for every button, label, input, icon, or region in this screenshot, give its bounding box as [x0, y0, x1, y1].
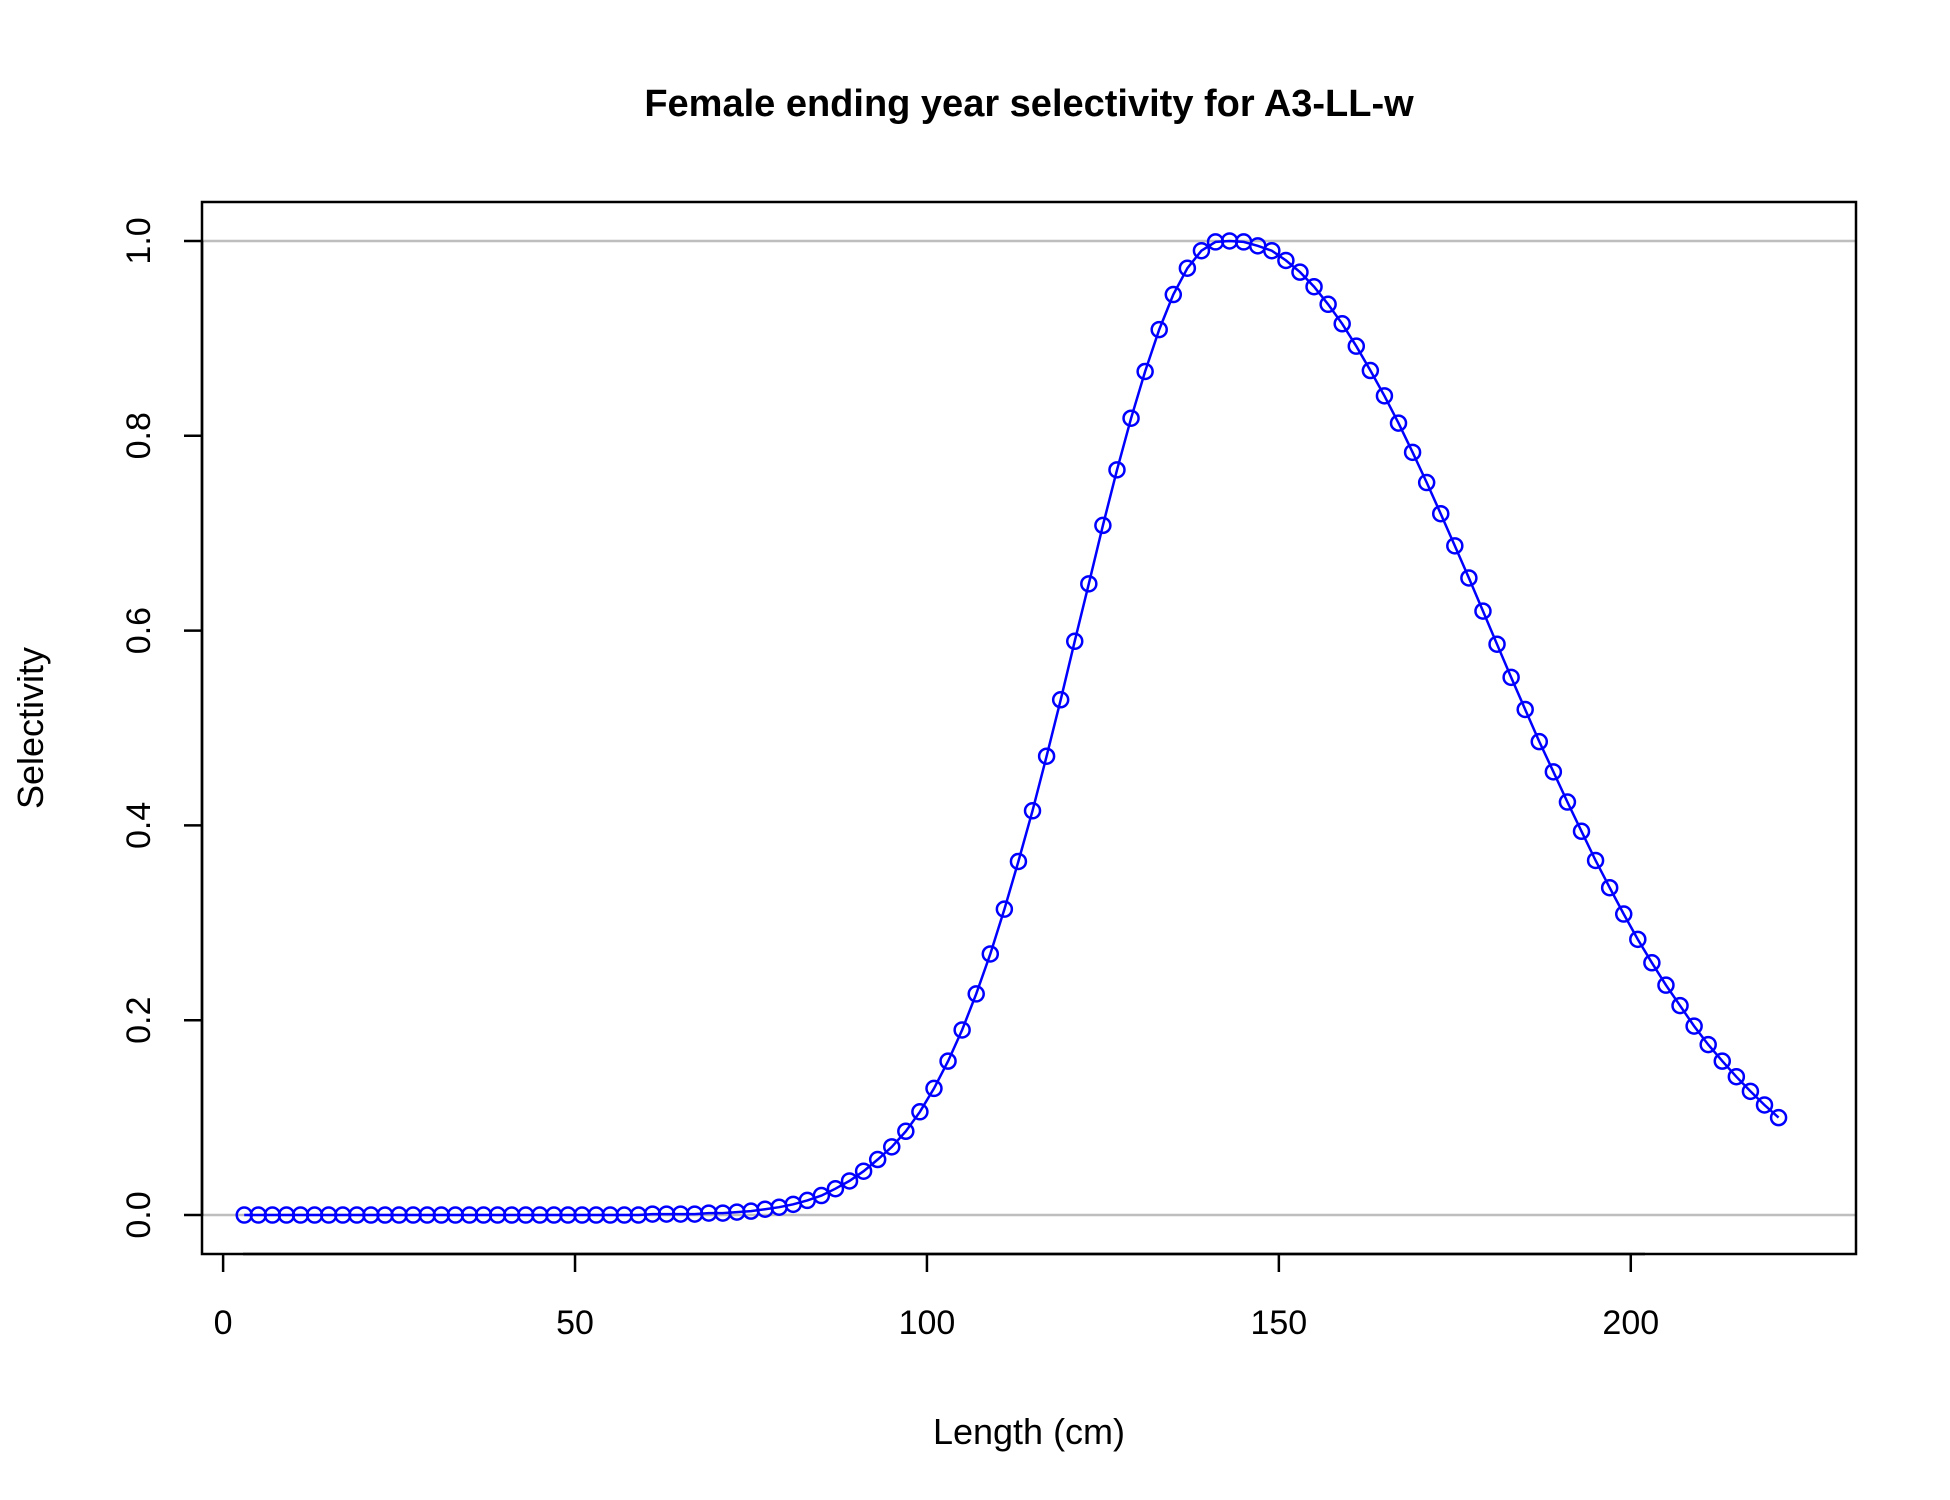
data-point: [812, 1186, 831, 1205]
data-point: [1431, 504, 1450, 523]
data-point: [953, 1021, 971, 1039]
x-tick-label-0: 0: [214, 1304, 233, 1342]
data-point: [854, 1162, 873, 1180]
data-point: [1094, 516, 1112, 535]
data-point: [1586, 851, 1605, 870]
data-point: [1136, 362, 1154, 381]
data-point: [826, 1179, 845, 1198]
data-point: [1164, 285, 1183, 304]
data-point: [1403, 443, 1422, 462]
data-point: [1713, 1052, 1732, 1070]
data-point: [1277, 251, 1295, 270]
data-point: [1192, 241, 1211, 260]
data-point: [1614, 905, 1633, 923]
data-point: [1544, 763, 1563, 781]
y-axis: 0.0 0.2 0.4 0.6 0.8 1.0: [120, 217, 204, 1239]
data-point: [1263, 241, 1281, 260]
data-point: [939, 1052, 957, 1070]
data-point: [1755, 1096, 1774, 1114]
x-axis: 0 50 100 150 200: [214, 1252, 1659, 1342]
data-point: [1572, 822, 1591, 841]
y-tick-label-2: 0.4: [120, 802, 158, 849]
data-point: [1305, 277, 1323, 296]
data-point: [1727, 1067, 1746, 1086]
data-point: [1009, 852, 1028, 871]
data-point: [1657, 976, 1675, 994]
data-point: [1389, 414, 1408, 432]
data-point: [1530, 732, 1549, 751]
data-point: [1122, 409, 1140, 427]
data-point: [981, 945, 1000, 963]
data-point: [1178, 259, 1197, 277]
data-point: [1361, 361, 1380, 380]
data-point: [1629, 930, 1647, 949]
data-point: [1671, 996, 1689, 1015]
data-point: [1516, 700, 1534, 719]
data-point: [897, 1122, 915, 1141]
data-point: [1417, 473, 1436, 492]
y-tick-label-3: 0.6: [120, 607, 158, 654]
data-point: [868, 1150, 887, 1169]
y-tick-label-1: 0.2: [120, 997, 158, 1044]
data-point: [1108, 461, 1126, 479]
data-point: [1460, 569, 1478, 587]
data-point: [1699, 1035, 1717, 1054]
data-point: [1474, 602, 1492, 620]
data-point: [1643, 954, 1661, 972]
data-point: [995, 900, 1014, 918]
data-point: [1600, 878, 1619, 897]
data-point: [911, 1103, 929, 1121]
data-point: [1037, 747, 1056, 765]
x-tick-label-2: 100: [899, 1304, 956, 1342]
data-point: [1488, 635, 1506, 653]
y-tick-label-5: 1.0: [120, 217, 158, 264]
x-axis-label: Length (cm): [933, 1411, 1125, 1452]
data-point: [1150, 320, 1168, 339]
data-point: [1080, 575, 1098, 593]
data-point: [1051, 691, 1070, 709]
x-tick-label-1: 50: [556, 1304, 594, 1342]
series-layer: [235, 232, 1788, 1224]
data-point: [1023, 802, 1042, 820]
data-point: [1502, 668, 1520, 687]
series-line-0: [244, 239, 1780, 1217]
data-point: [883, 1138, 901, 1156]
data-point: [1065, 632, 1084, 651]
data-point: [1685, 1017, 1703, 1035]
y-tick-label-4: 0.8: [120, 412, 158, 459]
y-axis-label: Selectivity: [10, 647, 51, 809]
data-point: [967, 985, 985, 1003]
data-point: [1375, 387, 1394, 405]
data-point: [1741, 1082, 1760, 1101]
data-point: [1319, 295, 1337, 314]
data-point: [1558, 793, 1577, 811]
x-tick-label-4: 200: [1602, 1304, 1659, 1342]
data-point: [1333, 315, 1351, 333]
y-tick-label-0: 0.0: [120, 1191, 158, 1238]
data-point: [1347, 337, 1366, 355]
data-point: [1769, 1108, 1788, 1127]
data-point: [925, 1079, 943, 1098]
x-tick-label-3: 150: [1250, 1304, 1307, 1342]
chart-title: Female ending year selectivity for A3-LL…: [644, 83, 1414, 125]
data-point: [840, 1172, 859, 1190]
data-point: [1291, 263, 1309, 281]
data-point: [1446, 537, 1464, 555]
